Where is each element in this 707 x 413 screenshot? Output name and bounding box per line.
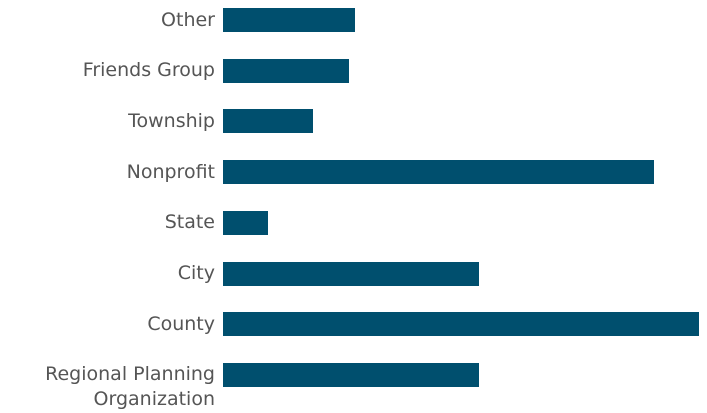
bar — [223, 109, 313, 134]
bar — [223, 261, 479, 286]
category-label: Friends Group — [82, 59, 215, 82]
category-label: Nonprofit — [126, 160, 215, 183]
category-label: Regional Planning Organization — [45, 363, 215, 411]
bar — [223, 160, 655, 185]
category-label: Township — [128, 109, 215, 132]
bar — [223, 58, 349, 83]
category-label: County — [147, 312, 215, 335]
category-label: City — [177, 262, 215, 284]
category-label: State — [164, 211, 215, 234]
bar — [223, 210, 268, 235]
bar — [223, 362, 479, 387]
bar — [223, 312, 699, 337]
bar — [223, 8, 356, 32]
category-label: Other — [161, 8, 215, 31]
